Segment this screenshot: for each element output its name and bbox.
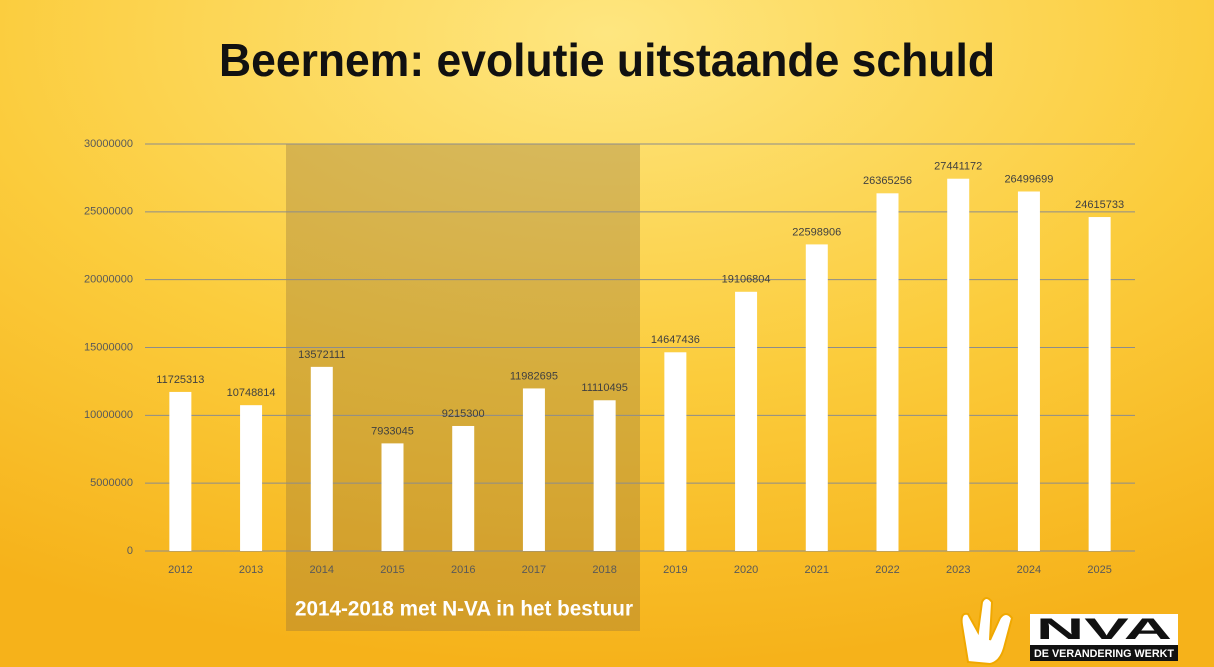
bar xyxy=(876,193,899,552)
chart-title: Beernem: evolutie uitstaande schuld xyxy=(219,34,995,86)
value-label: 10748814 xyxy=(227,387,276,399)
x-tick-label: 2015 xyxy=(380,564,404,576)
value-label: 9215300 xyxy=(442,408,485,420)
x-tick-label: 2024 xyxy=(1017,564,1041,576)
logo-band xyxy=(1030,645,1178,661)
x-tick-label: 2023 xyxy=(946,564,970,576)
y-tick-label: 20000000 xyxy=(84,274,133,286)
value-label: 13572111 xyxy=(298,349,345,361)
x-tick-label: 2022 xyxy=(875,564,899,576)
bar xyxy=(240,405,263,551)
x-tick-label: 2020 xyxy=(734,564,758,576)
value-label: 11982695 xyxy=(510,370,558,382)
value-label: 11725313 xyxy=(156,374,204,386)
value-label: 14647436 xyxy=(651,334,700,346)
annotation: 2014-2018 met N-VA in het bestuur xyxy=(295,598,633,621)
value-label: 24615733 xyxy=(1075,199,1124,211)
value-label: 26499699 xyxy=(1004,173,1053,185)
x-tick-label: 2018 xyxy=(592,564,616,576)
value-label: 11110495 xyxy=(581,382,628,394)
y-tick-label: 10000000 xyxy=(84,409,133,421)
logo-slogan: DE VERANDERING WERKT xyxy=(1034,648,1174,660)
logo: NVA DE VERANDERING WERKT xyxy=(960,597,1178,666)
x-tick-label: 2019 xyxy=(663,564,687,576)
value-label: 22598906 xyxy=(792,226,841,238)
x-tick-label: 2012 xyxy=(168,564,192,576)
bar xyxy=(1017,191,1040,551)
bar xyxy=(381,443,404,551)
bar xyxy=(593,400,616,551)
x-tick-label: 2021 xyxy=(805,564,829,576)
y-tick-label: 30000000 xyxy=(84,138,133,150)
logo-box xyxy=(1030,614,1178,645)
x-tick-label: 2016 xyxy=(451,564,475,576)
hand-icon xyxy=(960,597,1014,666)
bar xyxy=(947,178,970,551)
bar xyxy=(522,388,545,551)
bar xyxy=(664,352,687,551)
bar xyxy=(169,391,192,551)
bar xyxy=(452,425,475,551)
bar xyxy=(735,291,758,551)
x-tick-label: 2017 xyxy=(522,564,546,576)
y-tick-label: 5000000 xyxy=(90,477,133,489)
value-label: 7933045 xyxy=(371,425,414,437)
value-label: 26365256 xyxy=(863,175,912,187)
bar xyxy=(310,366,333,551)
x-tick-label: 2025 xyxy=(1087,564,1111,576)
y-tick-label: 0 xyxy=(127,545,133,557)
x-tick-label: 2014 xyxy=(310,564,334,576)
value-label: 19106804 xyxy=(722,274,771,286)
value-label: 27441172 xyxy=(934,161,982,173)
y-tick-label: 15000000 xyxy=(84,341,133,353)
x-tick-label: 2013 xyxy=(239,564,263,576)
logo-name: NVA xyxy=(1036,613,1172,646)
bar xyxy=(805,244,828,551)
bar xyxy=(1088,217,1111,551)
y-tick-label: 25000000 xyxy=(84,206,133,218)
